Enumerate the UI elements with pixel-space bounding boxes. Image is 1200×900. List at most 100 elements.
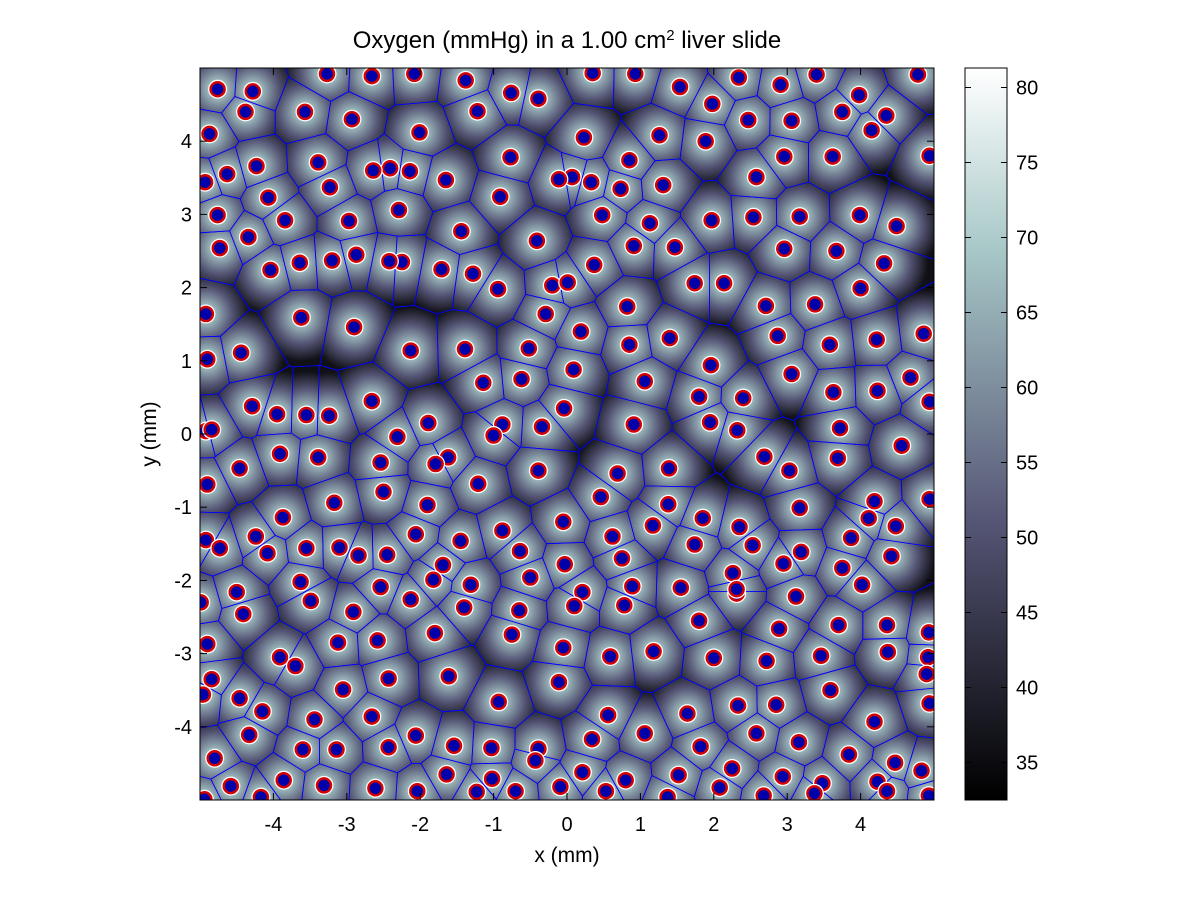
vessel-marker [314, 775, 334, 795]
vessel-marker [865, 712, 884, 732]
vessel-body [507, 782, 524, 800]
vessel-body [209, 206, 226, 224]
vessel-marker [285, 656, 305, 676]
vessel-marker [490, 187, 510, 207]
vessel-body [455, 599, 473, 616]
vessel-body [772, 76, 789, 94]
vessel-body [555, 639, 572, 656]
vessel-marker [247, 156, 266, 176]
y-tick-label: 3 [181, 204, 192, 226]
vessel-marker [343, 602, 363, 622]
vessel-body [203, 421, 220, 438]
vessel-marker [877, 781, 897, 800]
vessel-marker [805, 294, 825, 314]
vessel-marker [549, 169, 569, 189]
vessel-marker [658, 787, 678, 800]
voronoi-cell [708, 575, 768, 592]
vessel-marker [451, 531, 471, 551]
vessel-body [240, 228, 257, 246]
vessel-marker [807, 68, 827, 85]
vessel-marker [581, 172, 601, 192]
vessel-marker [320, 177, 340, 197]
vessel-body [530, 462, 547, 479]
vessel-body [878, 107, 895, 124]
vessel-marker [643, 516, 663, 535]
vessel-body [728, 580, 745, 598]
vessel-marker [823, 382, 843, 402]
vessel-body [231, 690, 248, 707]
x-tick-label: 4 [855, 814, 866, 836]
vessel-body [369, 632, 386, 649]
vessel-marker [230, 458, 250, 478]
vessel-marker [571, 322, 591, 341]
vessel-marker [404, 68, 424, 84]
vessel-marker [270, 444, 290, 464]
vessel-body [469, 475, 487, 493]
vessel-body [550, 171, 568, 188]
vessel-body [597, 782, 615, 800]
vessel-marker [868, 381, 887, 401]
vessel-marker [202, 669, 222, 689]
vessel-marker [677, 704, 697, 724]
vessel-marker [832, 558, 852, 578]
vessel-body [825, 384, 842, 401]
vessel-marker [418, 495, 437, 515]
vessel-marker [696, 131, 716, 151]
vessel-body [830, 616, 847, 634]
vessel-marker [406, 524, 426, 544]
vessel-body [247, 528, 265, 545]
vessel-marker [826, 241, 846, 261]
vessel-marker [374, 482, 393, 502]
vessel-body [438, 766, 455, 783]
vessel-body [530, 90, 547, 107]
vessel-marker [733, 388, 753, 408]
y-tick-label: 2 [181, 278, 192, 300]
vessel-marker [876, 106, 896, 126]
vessel-marker [877, 615, 897, 635]
vessel-body [425, 571, 442, 588]
vessel-marker [714, 273, 734, 293]
vessel-body [744, 537, 761, 554]
vessel-marker [887, 216, 907, 236]
colorbar-tick-label: 35 [1016, 753, 1038, 775]
vessel-body [489, 280, 507, 298]
vessel-body [380, 670, 397, 687]
vessel-body [711, 779, 728, 796]
colorbar-tick-label: 55 [1016, 453, 1038, 475]
vessel-marker [454, 598, 474, 617]
vessel-body [740, 111, 757, 129]
vessel-body [866, 493, 883, 510]
vessel-body [745, 209, 762, 226]
vessel-body [824, 148, 841, 165]
vessel-body [791, 499, 808, 517]
vessel-marker [208, 205, 228, 225]
vessel-body [243, 397, 261, 415]
colorbar: 35 40 45 50 55 60 65 70 75 80 [964, 67, 1038, 801]
vessel-marker [461, 575, 481, 595]
vessel-marker [754, 447, 774, 467]
vessel-body [320, 407, 338, 424]
vessel-body [211, 239, 229, 257]
vessel-body [879, 643, 897, 661]
vessel-body [494, 522, 511, 539]
vessel-marker [482, 769, 502, 789]
vessel-marker [258, 543, 277, 563]
vessel-marker [236, 102, 255, 122]
vessel-body [602, 648, 619, 665]
vessel-marker [653, 175, 673, 195]
vessel-body [808, 68, 825, 83]
vessel-body [755, 787, 772, 800]
vessel-body [618, 298, 636, 315]
vessel-marker [738, 110, 758, 130]
vessel-marker [782, 111, 802, 131]
vessel-body [915, 325, 932, 342]
y-tick-label: -4 [174, 717, 192, 739]
vessel-body [298, 406, 315, 424]
vessel-body [274, 509, 292, 526]
vessel-body [298, 539, 315, 557]
vessel-marker [210, 238, 230, 258]
vessel-marker [463, 264, 483, 284]
vessel-body [306, 711, 323, 728]
vessel-marker [200, 349, 217, 369]
vessel-body [574, 763, 591, 781]
